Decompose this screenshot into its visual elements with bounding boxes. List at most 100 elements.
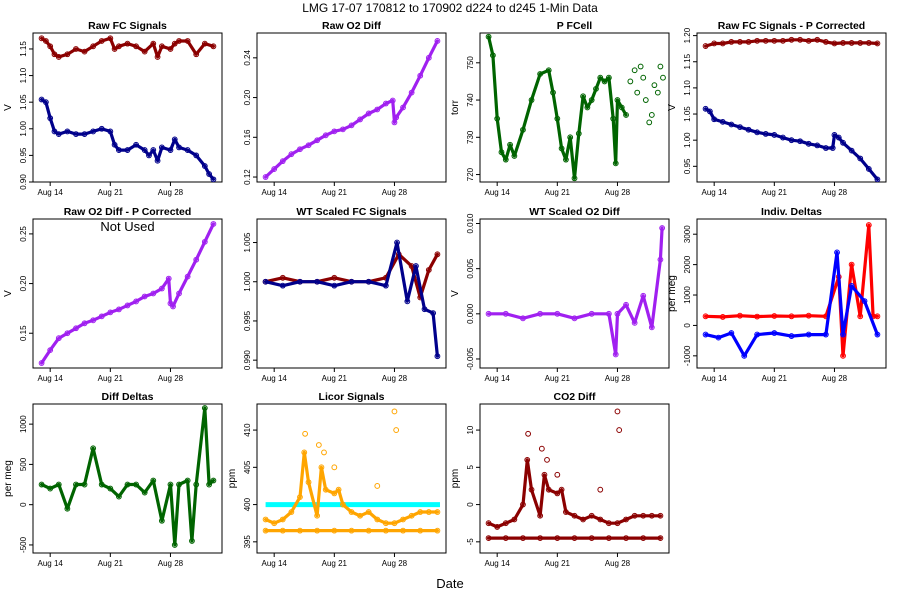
data-point	[706, 108, 713, 115]
y-axis-label: V	[3, 290, 14, 297]
data-point	[73, 325, 79, 332]
data-point	[348, 527, 355, 534]
y-axis-label: ppm	[227, 469, 238, 488]
data-point	[167, 481, 174, 488]
y-tick-label: 750	[466, 56, 475, 70]
data-point	[201, 40, 208, 47]
data-point	[124, 147, 131, 153]
data-point	[702, 105, 709, 112]
data-point	[47, 115, 54, 122]
plot-frame	[696, 218, 887, 369]
data-point	[874, 313, 881, 320]
data-point	[719, 314, 726, 320]
data-point	[176, 38, 182, 44]
data-point	[365, 509, 372, 515]
data-point	[640, 292, 647, 299]
x-tick-label: Aug 14	[485, 559, 511, 568]
data-point	[167, 147, 174, 153]
data-point	[271, 520, 278, 527]
x-tick-label: Aug 14	[38, 188, 64, 197]
data-point	[348, 509, 355, 515]
data-point	[90, 43, 97, 50]
data-point	[348, 278, 355, 285]
data-point	[545, 486, 552, 493]
data-point	[580, 516, 586, 523]
data-point	[184, 38, 191, 44]
y-tick-label: -500	[19, 536, 28, 553]
data-point	[857, 155, 864, 162]
data-point	[38, 481, 45, 488]
data-point	[554, 535, 561, 541]
data-point	[874, 176, 881, 182]
data-point	[288, 151, 295, 158]
data-point	[520, 315, 526, 322]
x-tick-label: Aug 14	[262, 559, 288, 568]
data-point	[737, 312, 743, 319]
figure-title: LMG 17-07 170812 to 170902 d224 to d245 …	[302, 1, 598, 15]
data-point	[301, 449, 308, 456]
data-point	[614, 520, 621, 527]
data-point	[745, 126, 752, 133]
data-point	[400, 527, 406, 534]
data-point	[520, 126, 526, 133]
data-point	[262, 516, 269, 523]
x-tick-label: Aug 14	[38, 374, 64, 383]
data-point	[771, 330, 778, 336]
y-tick-label: 0.010	[466, 213, 475, 234]
data-point	[176, 144, 182, 151]
data-point	[201, 238, 208, 245]
x-tick-label: Aug 21	[762, 374, 788, 383]
y-tick-label: 1.005	[243, 232, 252, 253]
data-point	[141, 147, 148, 153]
data-point	[318, 464, 325, 471]
data-point	[605, 520, 612, 527]
data-point	[657, 256, 664, 263]
y-tick-label: 0.20	[19, 275, 28, 291]
x-tick-label: Aug 14	[702, 374, 728, 383]
y-tick-label: 1.000	[243, 271, 252, 292]
data-point	[593, 85, 599, 92]
data-point	[780, 37, 786, 44]
data-point	[597, 486, 604, 493]
data-point	[805, 37, 812, 44]
data-point	[829, 145, 836, 151]
y-tick-label: 0	[19, 502, 28, 507]
data-point	[73, 131, 79, 138]
data-point	[55, 131, 62, 138]
data-point	[642, 97, 649, 103]
data-point	[400, 104, 406, 111]
data-point	[107, 35, 114, 42]
data-point	[322, 486, 329, 493]
data-point	[201, 405, 208, 411]
data-point	[618, 104, 625, 111]
data-point	[348, 122, 355, 129]
data-point	[485, 535, 492, 541]
data-point	[648, 324, 655, 331]
data-point	[38, 35, 45, 42]
x-tick-label: Aug 21	[545, 559, 571, 568]
x-tick-label: Aug 21	[545, 374, 571, 383]
plot-area	[38, 35, 217, 182]
data-point	[81, 320, 88, 327]
data-point	[741, 352, 748, 359]
data-point	[745, 38, 752, 45]
panel-licor-signals: Licor Signals Aug 14 Aug 21 Aug 28 395 400 405…	[227, 391, 447, 568]
data-point	[623, 516, 629, 523]
data-point	[502, 156, 509, 163]
data-point	[640, 512, 647, 519]
data-point	[485, 310, 492, 317]
data-point	[38, 360, 45, 366]
data-point	[408, 89, 415, 96]
x-tick-label: Aug 28	[158, 559, 184, 568]
data-point	[365, 527, 372, 534]
data-point	[575, 130, 582, 137]
panel-raw-fc-p-corrected: Raw FC Signals - P Corrected Aug 14 Aug 21…	[667, 20, 887, 197]
data-point	[612, 160, 619, 167]
data-point	[111, 46, 118, 52]
data-point	[538, 445, 545, 452]
data-point	[107, 485, 114, 492]
data-point	[425, 509, 432, 515]
data-point	[141, 293, 148, 300]
data-point	[417, 72, 424, 79]
